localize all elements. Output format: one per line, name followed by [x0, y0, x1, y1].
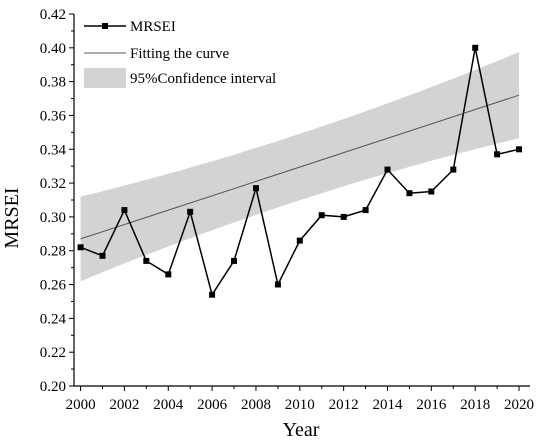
mrsei-data-point	[121, 207, 128, 214]
mrsei-data-point	[516, 146, 522, 153]
mrsei-data-point	[187, 208, 194, 215]
y-tick-label: 0.42	[40, 7, 66, 23]
x-tick-label: 2020	[504, 397, 534, 413]
y-tick-label: 0.36	[40, 108, 67, 124]
mrsei-data-point	[428, 188, 435, 195]
x-tick-label: 2004	[153, 397, 184, 413]
mrsei-data-point	[450, 166, 457, 173]
x-tick-label: 2000	[66, 397, 96, 413]
mrsei-data-point	[231, 257, 237, 264]
x-tick-label: 2010	[285, 397, 315, 413]
y-tick-label: 0.30	[40, 210, 66, 226]
mrsei-data-point	[406, 190, 413, 197]
x-tick-label: 2012	[329, 397, 359, 413]
x-tick-label: 2018	[460, 397, 490, 413]
y-tick-label: 0.34	[40, 142, 67, 158]
mrsei-data-point	[340, 213, 347, 220]
y-tick-label: 0.26	[40, 278, 67, 294]
y-tick-label: 0.22	[40, 345, 66, 361]
mrsei-data-point	[296, 237, 303, 244]
x-tick-label: 2006	[197, 397, 228, 413]
series-layer	[77, 44, 522, 298]
y-tick-label: 0.32	[40, 176, 66, 192]
mrsei-data-point	[99, 252, 106, 259]
y-tick-label: 0.24	[40, 311, 67, 327]
mrsei-data-point	[494, 151, 501, 158]
y-tick-label: 0.28	[40, 244, 66, 260]
fitting-curve-line	[80, 94, 520, 240]
mrsei-data-point	[384, 166, 391, 173]
axes-layer: 0.20 0.22 0.24 0.26 0.28 0.30 0.32 0.34 0.36 0.38…	[40, 7, 534, 413]
x-tick-label: 2008	[241, 397, 271, 413]
legend-fit-label: Fitting the curve	[130, 46, 229, 62]
x-tick-label: 2014	[373, 397, 404, 413]
legend-band-label: 95%Confidence interval	[130, 71, 276, 87]
mrsei-data-point	[143, 257, 150, 264]
mrsei-data-point	[165, 271, 172, 278]
mrsei-data-point	[274, 281, 281, 288]
y-tick-label: 0.40	[40, 41, 66, 57]
mrsei-data-point	[209, 291, 216, 298]
mrsei-data-point	[253, 185, 259, 192]
legend-mrsei-label: MRSEI	[130, 19, 176, 35]
y-tick-label: 0.38	[40, 75, 66, 91]
y-tick-label: 0.20	[40, 379, 66, 395]
mrsei-data-point	[362, 207, 369, 214]
legend-mrsei-marker	[102, 23, 108, 29]
legend: MRSEI Fitting the curve 95%Confidence inte…	[84, 19, 276, 88]
mrsei-data-point	[472, 44, 479, 51]
fit-layer	[80, 94, 520, 240]
mrsei-data-point	[318, 212, 325, 219]
x-tick-label: 2002	[109, 397, 139, 413]
mrsei-data-point	[77, 244, 84, 251]
x-tick-label: 2016	[416, 397, 447, 413]
y-axis-title: MRSEI	[1, 187, 23, 248]
x-axis-title: Year	[283, 419, 320, 441]
legend-band-swatch	[84, 68, 126, 88]
